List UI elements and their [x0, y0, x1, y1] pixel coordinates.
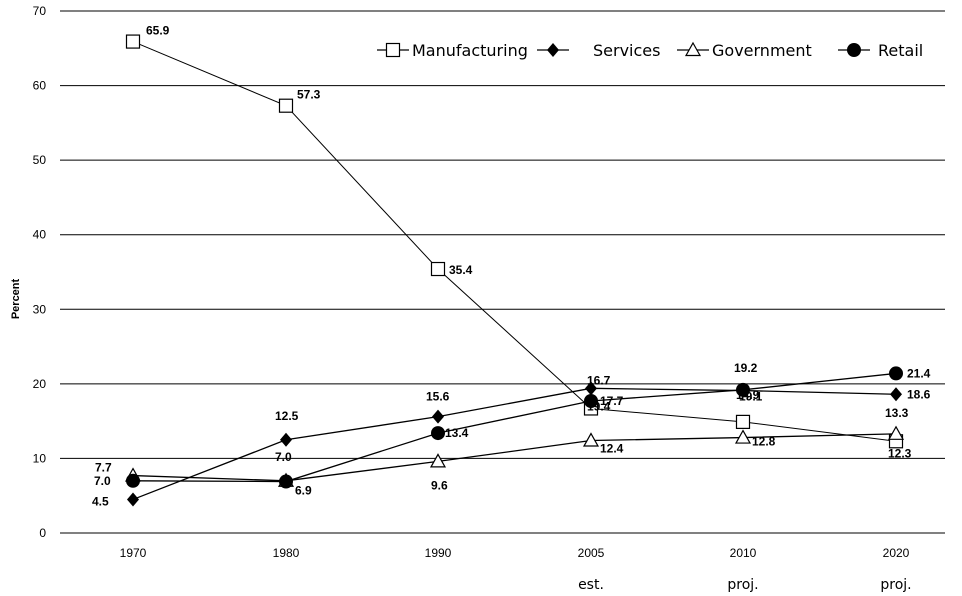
legend-label-retail: Retail	[878, 41, 923, 60]
manufacturing-marker-2010	[735, 414, 751, 429]
data-label-retail-1970: 7.0	[94, 474, 111, 488]
data-label-services-1980: 12.5	[275, 409, 299, 423]
retail-marker-2005	[584, 394, 598, 409]
services-marker-1970	[127, 492, 139, 507]
retail-marker-1970	[126, 473, 140, 488]
x-tick-label-1980: 1980	[273, 546, 300, 560]
data-label-manufacturing-1990: 35.4	[449, 263, 473, 277]
x-tick-label-1990: 1990	[425, 546, 452, 560]
government-marker-1990	[429, 453, 447, 468]
data-label-government-1970: 7.7	[95, 461, 112, 475]
data-label-manufacturing-1970: 65.9	[146, 24, 170, 38]
data-label-services-2005: 19.4	[587, 399, 611, 413]
data-label-services-1990: 15.6	[426, 390, 450, 404]
y-tick-label-60: 60	[33, 79, 47, 93]
gridlines	[60, 10, 945, 534]
retail-marker-1980	[279, 474, 293, 489]
data-label-retail-1990: 13.4	[445, 426, 469, 440]
manufacturing-marker-1990	[430, 261, 446, 277]
series-lines	[124, 34, 905, 507]
legend-marker-government	[684, 41, 702, 57]
retail-marker-1990	[431, 426, 445, 441]
data-label-manufacturing-2005: 16.7	[587, 373, 611, 387]
series-line-retail	[132, 372, 897, 483]
data-label-retail-1980: 6.9	[295, 484, 312, 498]
data-label-retail-2005: 17.7	[600, 394, 624, 408]
data-label-services-2020: 18.6	[907, 387, 931, 401]
series-line-services	[132, 387, 897, 501]
legend-label-manufacturing: Manufacturing	[412, 41, 528, 60]
government-marker-2010	[734, 429, 752, 444]
services-marker-2005	[585, 381, 597, 396]
services-marker-1980	[280, 432, 292, 447]
data-labels: 65.957.335.416.714.912.34.512.515.619.41…	[92, 24, 931, 509]
y-tick-label-0: 0	[39, 526, 46, 540]
government-marker-2020	[887, 425, 905, 440]
y-tick-label-50: 50	[33, 153, 47, 167]
data-label-manufacturing-2020: 12.3	[888, 446, 912, 460]
data-label-manufacturing-1980: 57.3	[297, 88, 321, 102]
y-tick-label-40: 40	[33, 228, 47, 242]
legend-marker-manufacturing	[385, 42, 401, 58]
data-label-government-2020: 13.3	[885, 406, 909, 420]
services-marker-1990	[432, 409, 444, 424]
x-tick-label-1970: 1970	[120, 546, 147, 560]
manufacturing-marker-1980	[278, 98, 294, 113]
retail-marker-2010	[736, 382, 750, 397]
legend: Manufacturing Services Government Retail	[377, 41, 923, 60]
y-tick-label-70: 70	[33, 4, 47, 18]
x-tick-sublabel-2010: proj.	[727, 577, 758, 593]
manufacturing-marker-1970	[125, 34, 141, 49]
data-label-retail-2020: 21.4	[907, 366, 931, 380]
x-tick-sublabel-2020: proj.	[880, 577, 911, 593]
data-label-services-1970: 4.5	[92, 494, 109, 508]
data-label-government-1980: 7.0	[275, 450, 292, 464]
services-marker-2020	[890, 387, 902, 402]
y-tick-label-20: 20	[33, 377, 47, 391]
x-tick-sublabel-2005: est.	[578, 577, 604, 593]
x-tick-label-2005: 2005	[578, 546, 605, 560]
data-label-government-2010: 12.8	[752, 435, 776, 449]
legend-marker-services	[547, 43, 559, 57]
series-line-manufacturing	[132, 41, 897, 442]
series-line-government	[132, 433, 897, 482]
y-axis-title: Percent	[10, 278, 22, 319]
data-label-manufacturing-2010: 14.9	[736, 388, 760, 402]
retail-marker-2020	[889, 366, 903, 381]
data-label-retail-2010: 19.2	[734, 361, 758, 375]
axes: 0 10 20 30 40 50 60 70 1970 1980 1990 2005 est. 2010 p…	[33, 4, 912, 593]
legend-label-services: Services	[593, 41, 660, 60]
y-tick-label-10: 10	[33, 451, 47, 465]
data-label-government-2005: 12.4	[600, 442, 624, 456]
data-label-government-1990: 9.6	[431, 478, 448, 492]
data-label-services-2010: 19.1	[739, 390, 763, 404]
x-tick-label-2010: 2010	[730, 546, 757, 560]
government-marker-2005	[582, 432, 600, 447]
legend-marker-retail	[847, 43, 861, 57]
y-tick-label-30: 30	[33, 302, 47, 316]
legend-label-government: Government	[712, 41, 812, 60]
x-tick-label-2020: 2020	[883, 546, 910, 560]
